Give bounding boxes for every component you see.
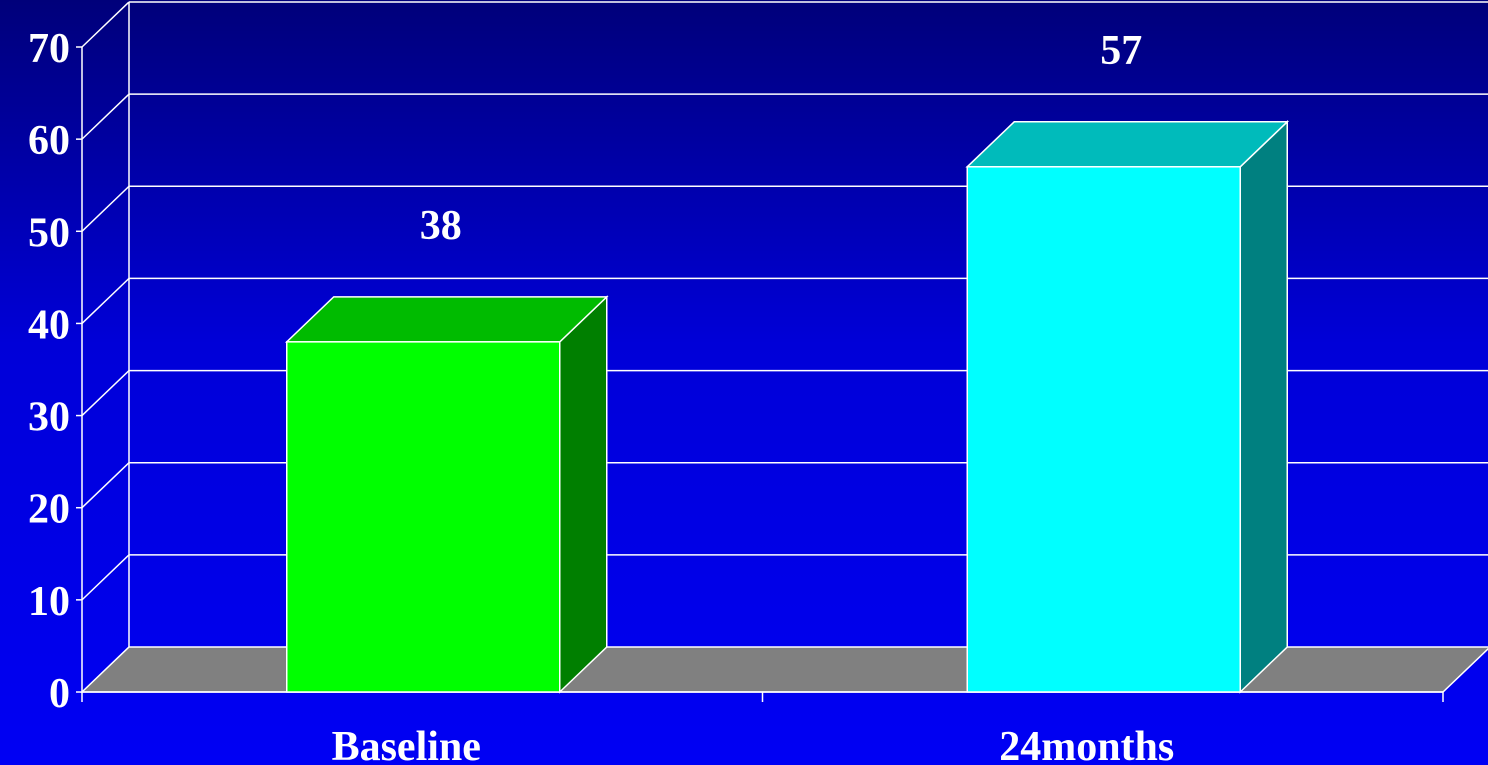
y-tick-label: 0	[49, 671, 70, 717]
y-tick-label: 30	[28, 395, 70, 441]
data-label: 57	[1100, 28, 1142, 74]
gridline-diagonal	[81, 185, 130, 232]
gridline-diagonal	[81, 277, 130, 324]
bar-top	[284, 296, 609, 343]
y-tick-label: 40	[28, 302, 70, 348]
y-tick-label: 60	[28, 118, 70, 164]
gridline-diagonal	[81, 93, 130, 140]
x-tick-label: Baseline	[332, 724, 481, 765]
bar	[286, 341, 561, 693]
gridline-diagonal	[81, 1, 130, 48]
bars	[284, 120, 1290, 694]
bar-top	[965, 121, 1290, 168]
bar-side	[1239, 120, 1288, 694]
y-tick-label: 20	[28, 487, 70, 533]
data-labels: 38 57	[420, 28, 1143, 249]
y-tick-label: 50	[28, 210, 70, 256]
gridline-diagonal	[81, 554, 130, 601]
gridline-diagonal	[81, 462, 130, 509]
x-tick-label: 24months	[999, 724, 1174, 765]
y-tick-label: 10	[28, 579, 70, 625]
y-tick-labels: 0 10 20 30 40 50 60 70	[28, 26, 70, 717]
bar-side	[559, 295, 608, 694]
data-label: 38	[420, 203, 462, 249]
gridline-diagonal	[81, 370, 130, 417]
x-tick-labels: Baseline 24months	[332, 724, 1175, 765]
bar	[966, 166, 1241, 693]
y-tick-label: 70	[28, 26, 70, 72]
